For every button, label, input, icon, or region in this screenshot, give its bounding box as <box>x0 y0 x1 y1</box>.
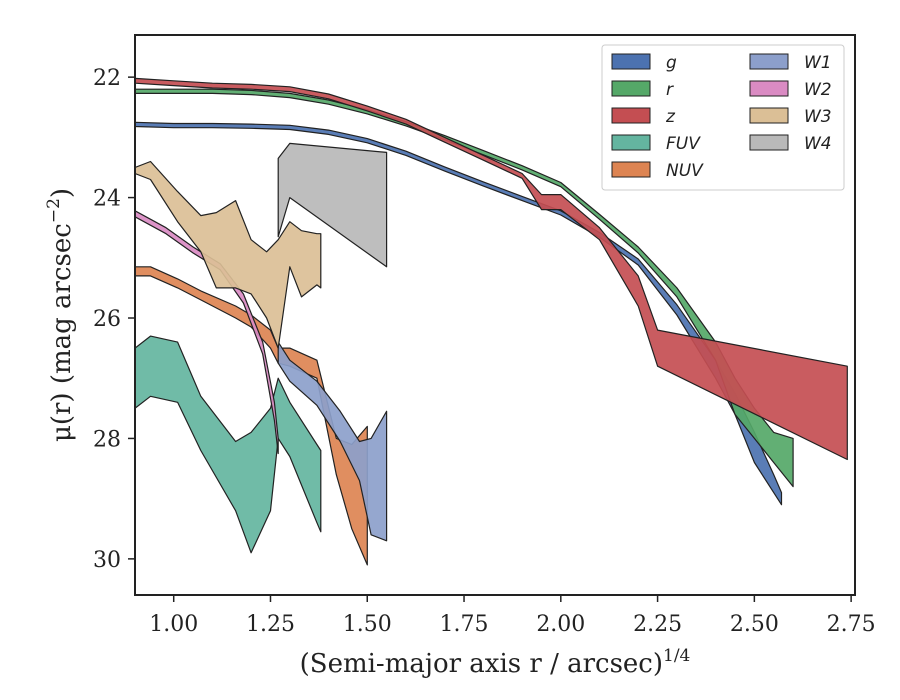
y-axis-label-main: μ(r) (mag arcsec <box>47 223 77 442</box>
legend-item-z: z <box>611 107 676 127</box>
x-tick-label: 1.00 <box>149 612 198 637</box>
x-tick-label: 2.00 <box>536 612 585 637</box>
legend-item-g: g <box>611 53 677 73</box>
legend-label: r <box>666 80 674 100</box>
y-tick-label: 22 <box>93 66 121 91</box>
legend-swatch <box>749 53 789 70</box>
legend-swatch <box>611 161 651 178</box>
legend-swatch <box>611 107 651 124</box>
band-w3 <box>135 160 322 349</box>
x-axis-label-exponent: 1/4 <box>663 646 690 666</box>
legend-item-w1: W1 <box>749 53 832 73</box>
x-axis-label-prefix: (Semi-major axis r / arcsec) <box>300 649 663 679</box>
legend-item-w3: W3 <box>749 107 832 127</box>
legend-swatch <box>749 134 789 151</box>
band-z <box>135 77 848 461</box>
legend-label: W2 <box>804 80 832 100</box>
y-tick-label: 24 <box>93 187 121 212</box>
legend-swatch <box>749 107 789 124</box>
band-nuv <box>135 266 368 566</box>
legend-swatch <box>611 134 651 151</box>
band-w1 <box>277 341 388 542</box>
x-tick-label: 2.75 <box>827 612 876 637</box>
band-fuv <box>135 335 322 554</box>
legend-item-r: r <box>611 80 674 100</box>
legend-item-w4: W4 <box>749 134 832 154</box>
legend-label: W1 <box>804 53 832 73</box>
x-tick-label: 1.25 <box>246 612 295 637</box>
legend-label: g <box>666 53 677 73</box>
legend-label: W4 <box>804 134 832 154</box>
legend-swatch <box>749 80 789 97</box>
legend-label: NUV <box>666 161 704 181</box>
x-tick-label: 2.50 <box>730 612 779 637</box>
x-axis-ticks: 1.00 1.25 1.50 1.75 2.00 2.25 2.50 2.75 <box>149 595 876 637</box>
profile-bands <box>135 77 848 566</box>
band-w4 <box>277 142 388 268</box>
legend-label: FUV <box>666 134 701 154</box>
y-axis-ticks: 22 24 26 28 30 <box>93 66 135 573</box>
legend-item-fuv: FUV <box>611 134 701 154</box>
legend-label: W3 <box>804 107 832 127</box>
y-tick-label: 26 <box>93 307 121 332</box>
y-tick-label: 30 <box>93 548 121 573</box>
legend-swatch <box>611 53 651 70</box>
legend-swatch <box>611 80 651 97</box>
legend-item-w2: W2 <box>749 80 832 100</box>
legend-label: z <box>665 107 676 127</box>
y-axis-label-suffix: ) <box>47 188 77 198</box>
legend-item-nuv: NUV <box>611 161 704 181</box>
band-g <box>135 121 783 506</box>
x-tick-label: 1.50 <box>343 612 392 637</box>
plot-frame <box>134 34 856 596</box>
legend: grz FUV NUV W1 W2 W3 W4 <box>601 44 845 191</box>
x-axis-label: (Semi-major axis r / arcsec)1/4 <box>300 646 691 679</box>
x-tick-label: 1.75 <box>440 612 489 637</box>
y-tick-label: 28 <box>93 427 121 452</box>
y-axis-label: μ(r) (mag arcsec−2) <box>44 188 77 442</box>
y-axis-label-exponent: −2 <box>44 198 64 223</box>
x-tick-label: 2.25 <box>633 612 682 637</box>
